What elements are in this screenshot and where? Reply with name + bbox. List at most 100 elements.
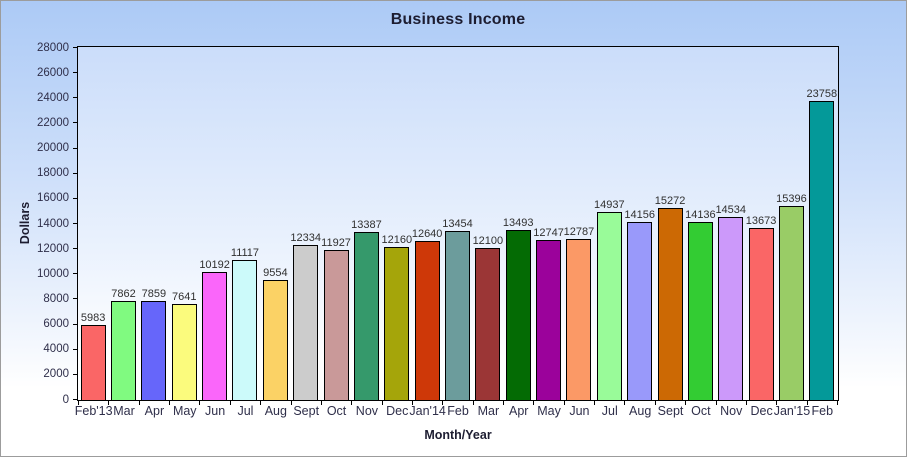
- x-tick-mark: [108, 401, 110, 405]
- y-tick-label: 24000: [37, 91, 69, 104]
- x-tick-label: Jan'15: [773, 404, 811, 418]
- bar-value-label: 14937: [594, 199, 625, 212]
- x-tick-label: Apr: [508, 404, 529, 418]
- bar-value-label: 7641: [172, 290, 197, 303]
- bar: [778, 206, 804, 400]
- bar-value-label: 7862: [111, 288, 136, 301]
- y-tick-mark: [73, 47, 77, 48]
- y-tick-label: 6000: [43, 318, 69, 331]
- bar: [353, 231, 379, 400]
- x-tick-label: Jul: [237, 404, 254, 418]
- x-tick-label: Dec: [750, 404, 773, 418]
- bar: [475, 247, 501, 400]
- y-tick-mark: [73, 323, 77, 325]
- y-tick-mark: [73, 172, 77, 174]
- x-tick-mark: [290, 401, 292, 405]
- bar-value-label: 10192: [199, 258, 230, 271]
- y-tick-label: 18000: [37, 167, 69, 180]
- bar: [718, 217, 744, 400]
- y-tick-label: 4000: [43, 343, 69, 356]
- y-tick-label: 16000: [37, 192, 69, 205]
- x-tick-mark: [837, 401, 838, 405]
- bar-value-label: 7859: [141, 288, 167, 301]
- y-tick-label: 20000: [37, 142, 69, 155]
- x-tick-label: Sept: [657, 404, 684, 418]
- bar: [505, 230, 531, 400]
- x-tick-label: May: [537, 404, 561, 418]
- bar-value-label: 12747: [533, 226, 564, 239]
- bar-value-label: 13493: [502, 217, 534, 230]
- y-tick-label: 12000: [37, 242, 69, 255]
- x-tick-mark: [260, 401, 262, 405]
- x-tick-label: Jun: [569, 404, 590, 418]
- bar: [627, 222, 653, 400]
- bar-value-label: 13454: [442, 217, 473, 230]
- bar: [414, 241, 440, 400]
- x-tick-label: Jun: [205, 404, 226, 418]
- bar: [202, 271, 228, 400]
- y-tick-label: 22000: [37, 116, 69, 129]
- x-tick-label: Nov: [720, 404, 743, 418]
- x-tick-label: May: [172, 404, 197, 418]
- x-tick-label: Nov: [355, 404, 379, 418]
- x-tick-mark: [806, 401, 808, 405]
- bar-value-label: 5983: [80, 311, 106, 324]
- bar: [657, 208, 683, 400]
- y-tick-mark: [73, 348, 77, 350]
- bar: [232, 260, 258, 400]
- x-tick-mark: [715, 401, 717, 405]
- bar: [171, 303, 197, 400]
- bar-value-label: 12640: [411, 228, 443, 241]
- x-tick-mark: [138, 401, 140, 405]
- plot-area: 5983 7862 7859 7641 10192 11117 9554 12334 11927…: [77, 46, 839, 401]
- x-tick-label: Oct: [691, 404, 711, 418]
- bar-value-label: 14156: [624, 209, 655, 222]
- x-tick-label: Feb: [447, 404, 469, 418]
- x-tick-mark: [411, 401, 413, 405]
- bar-value-label: 15396: [776, 193, 807, 206]
- x-tick-label: Feb'13: [74, 404, 113, 418]
- bar-value-label: 23758: [806, 88, 838, 101]
- x-tick-mark: [594, 401, 596, 405]
- x-tick-mark: [381, 401, 383, 405]
- y-tick-label: 26000: [37, 66, 69, 79]
- y-tick-label: 8000: [43, 292, 69, 305]
- y-tick-label: 0: [62, 393, 69, 406]
- y-tick-mark: [73, 248, 77, 250]
- x-tick-mark: [442, 401, 444, 405]
- x-tick-label: Mar: [477, 404, 500, 418]
- x-tick-mark: [229, 401, 231, 405]
- y-tick-mark: [73, 147, 77, 149]
- y-tick-mark: [73, 122, 77, 124]
- bar-value-label: 11117: [230, 247, 260, 260]
- x-tick-mark: [503, 401, 505, 405]
- y-tick-mark: [73, 399, 77, 400]
- x-tick-label: Feb: [811, 404, 834, 418]
- bar: [323, 250, 349, 400]
- x-tick-mark: [776, 401, 778, 405]
- x-tick-label: Sept: [293, 404, 320, 418]
- bar: [596, 212, 622, 400]
- x-tick-label: Oct: [326, 404, 347, 418]
- x-tick-mark: [563, 401, 565, 405]
- y-tick-mark: [73, 223, 77, 224]
- bar: [141, 301, 167, 400]
- bar-value-label: 13387: [351, 218, 382, 231]
- bar-value-label: 12100: [472, 234, 504, 247]
- x-tick-label: Apr: [144, 404, 165, 418]
- x-tick-mark: [685, 401, 687, 405]
- bar: [445, 230, 470, 400]
- x-axis-title: Month/Year: [424, 428, 492, 442]
- bar-value-label: 12160: [381, 234, 413, 247]
- y-axis-title: Dollars: [18, 201, 32, 245]
- bar: [111, 301, 137, 400]
- y-tick-label: 10000: [37, 267, 69, 280]
- y-tick-mark: [73, 298, 77, 300]
- x-tick-mark: [320, 401, 322, 405]
- bar: [384, 247, 410, 400]
- y-tick-label: 14000: [37, 217, 69, 230]
- bar: [293, 244, 319, 400]
- y-tick-mark: [73, 97, 77, 99]
- bar-value-label: 14136: [685, 209, 716, 222]
